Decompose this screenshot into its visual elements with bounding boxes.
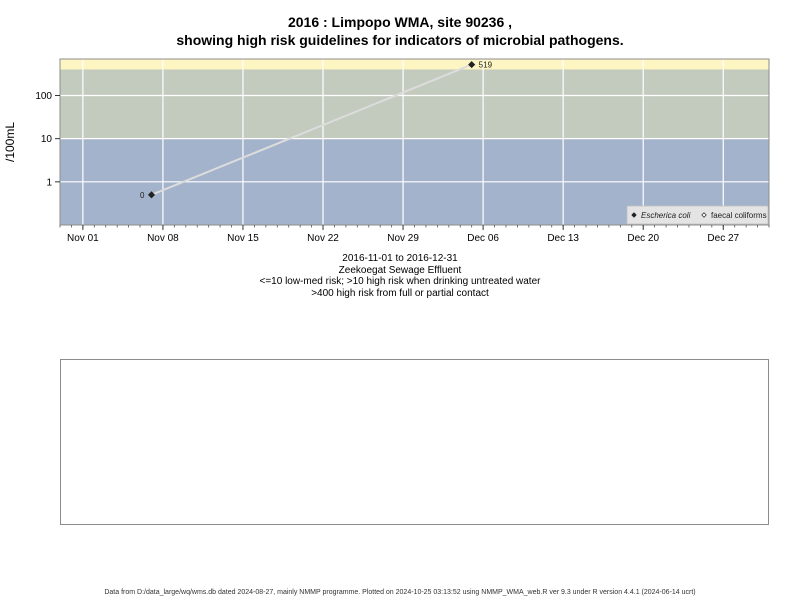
x-tick-label-1: Nov 08: [147, 233, 179, 244]
data-label-0-0: 0: [140, 191, 145, 200]
empty-chart-panel: [60, 359, 769, 525]
caption-date-range: 2016-11-01 to 2016-12-31: [342, 253, 458, 264]
y-axis-label: /100mL: [3, 122, 17, 162]
series-connector: [151, 63, 473, 196]
series-line-0: [151, 63, 473, 196]
x-tick-label-0: Nov 01: [67, 233, 99, 244]
grid-lines: [60, 59, 769, 225]
x-tick-label-7: Dec 20: [627, 233, 659, 244]
x-tick-label-4: Nov 29: [387, 233, 419, 244]
data-label-0-1: 519: [479, 61, 493, 70]
x-tick-label-2: Nov 15: [227, 233, 259, 244]
legend-marker-1: [701, 212, 707, 218]
chart-plot: 0 519 Nov 01 Nov 08 Nov 15 Nov 22 Nov 29 Dec 0…: [3, 58, 770, 244]
x-axis: Nov 01 Nov 08 Nov 15 Nov 22 Nov 29 Dec 06 Dec …: [59, 225, 770, 244]
data-point-0-1: [468, 61, 476, 69]
caption-risk-high: >400 high risk from full or partial cont…: [311, 288, 489, 299]
legend: Escherica coli faecal coliforms: [626, 205, 769, 225]
legend-label-0: Escherica coli: [641, 211, 691, 220]
y-tick-label-2: 100: [35, 91, 52, 102]
y-tick-label-0: 1: [46, 177, 52, 188]
legend-label-1: faecal coliforms: [711, 211, 767, 220]
risk-band-2: [60, 59, 769, 70]
x-tick-label-8: Dec 27: [707, 233, 739, 244]
legend-box: [626, 205, 769, 225]
y-tick-label-1: 10: [41, 134, 53, 145]
y-axis: 1 10 100: [35, 91, 60, 188]
x-tick-label-6: Dec 13: [547, 233, 579, 244]
caption-site-name: Zeekoegat Sewage Effluent: [338, 265, 462, 276]
data-point-0-0: [147, 191, 156, 199]
risk-band-1: [60, 69, 769, 139]
x-tick-label-3: Nov 22: [307, 233, 339, 244]
caption-risk-low: <=10 low-med risk; >10 high risk when dr…: [259, 276, 541, 287]
risk-bands: [60, 59, 769, 225]
chart-title-line1: 2016 : Limpopo WMA, site 90236 ,: [287, 14, 513, 30]
footer-note: Data from D:/data_large/wq/wms.db dated …: [104, 589, 696, 596]
chart-title-line2: showing high risk guidelines for indicat…: [176, 32, 624, 48]
legend-marker-0: [631, 212, 637, 218]
data-points: 0 519: [140, 61, 493, 200]
x-tick-label-5: Dec 06: [467, 233, 499, 244]
